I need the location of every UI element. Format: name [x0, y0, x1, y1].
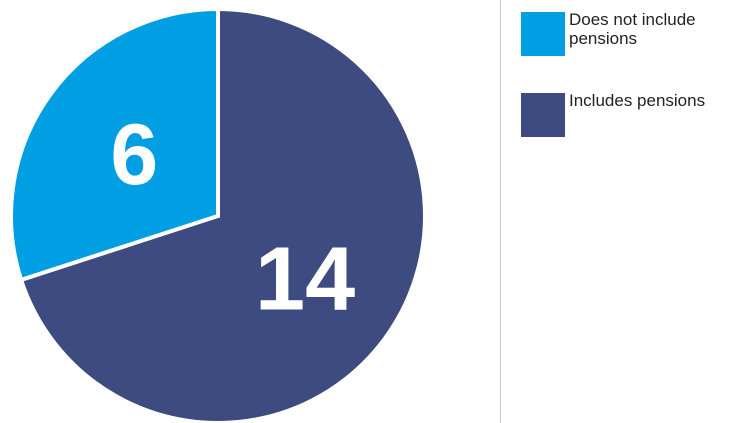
legend-swatch-includes-pensions: [521, 93, 565, 137]
pie-chart: 6 14: [9, 6, 427, 423]
legend-item-includes-pensions: Includes pensions: [521, 91, 736, 137]
legend-swatch-does-not-include-pensions: [521, 12, 565, 56]
pie-slice-includes-pensions: [18, 6, 427, 423]
legend-label-does-not-include-pensions: Does not include pensions: [569, 10, 696, 48]
legend-label-includes-pensions: Includes pensions: [569, 91, 706, 110]
legend-item-does-not-include-pensions: Does not include pensions: [521, 10, 736, 56]
pie-value-label-does-not-include-pensions: 6: [110, 107, 158, 203]
pie-value-label-includes-pensions: 14: [255, 229, 355, 329]
legend: Does not include pensions Includes pensi…: [521, 10, 736, 174]
pie-slice-does-not-include-pensions: [9, 6, 220, 283]
legend-divider: [500, 0, 501, 423]
